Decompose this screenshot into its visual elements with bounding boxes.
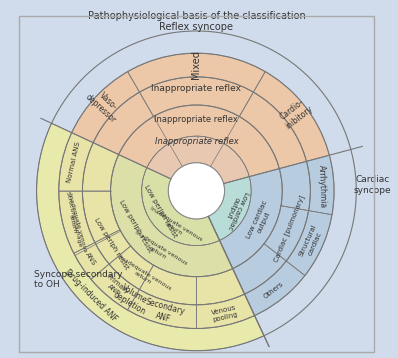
Wedge shape	[119, 105, 279, 176]
Wedge shape	[279, 161, 310, 211]
Text: Secondary
ANF: Secondary ANF	[142, 298, 186, 327]
Wedge shape	[59, 191, 96, 256]
Wedge shape	[59, 133, 93, 191]
Wedge shape	[306, 155, 334, 215]
Wedge shape	[95, 230, 131, 264]
Text: Primary
ANF: Primary ANF	[101, 274, 130, 301]
Text: Low periph resist: Low periph resist	[94, 217, 130, 271]
Wedge shape	[91, 264, 139, 310]
Wedge shape	[109, 246, 154, 290]
Text: Cardiac [pulmonary]: Cardiac [pulmonary]	[273, 194, 306, 263]
Wedge shape	[75, 245, 197, 329]
Text: Vaso-
depressor: Vaso- depressor	[84, 85, 125, 125]
Wedge shape	[93, 92, 154, 155]
Wedge shape	[239, 92, 306, 169]
Wedge shape	[147, 136, 249, 184]
Wedge shape	[139, 265, 197, 305]
Text: Cardiac
syncope: Cardiac syncope	[353, 175, 391, 195]
Wedge shape	[82, 191, 121, 245]
Text: Inappropriate reflex: Inappropriate reflex	[154, 115, 238, 124]
Wedge shape	[197, 268, 245, 305]
Text: Pathophysiological basis of the classification: Pathophysiological basis of the classifi…	[88, 11, 305, 21]
Text: Low periph resist: Low periph resist	[143, 184, 178, 239]
Text: Inadequate venous
return: Inadequate venous return	[131, 230, 188, 271]
Text: Venous
pooling: Venous pooling	[211, 304, 239, 323]
Text: Arrhythmia: Arrhythmia	[317, 165, 328, 208]
Wedge shape	[286, 211, 332, 276]
Wedge shape	[142, 168, 220, 246]
Text: Low cardiac
output: Low cardiac output	[221, 188, 250, 231]
Text: Mixed: Mixed	[191, 50, 201, 79]
Text: ANS: ANS	[84, 252, 98, 267]
Text: Inadequate venous
return: Inadequate venous return	[115, 255, 172, 296]
Circle shape	[168, 163, 224, 219]
Wedge shape	[197, 294, 255, 329]
Wedge shape	[254, 72, 330, 161]
Text: Normal ANS: Normal ANS	[66, 141, 82, 184]
Wedge shape	[208, 176, 251, 241]
Wedge shape	[59, 191, 95, 253]
Wedge shape	[233, 244, 286, 294]
Text: Inappropriate reflex: Inappropriate reflex	[151, 84, 242, 93]
Wedge shape	[220, 169, 282, 268]
Wedge shape	[245, 261, 305, 316]
Wedge shape	[82, 191, 120, 243]
Wedge shape	[128, 53, 265, 92]
Wedge shape	[37, 123, 264, 351]
Wedge shape	[111, 155, 233, 277]
Text: Structural
cardiac: Structural cardiac	[298, 223, 324, 261]
Text: Low periph resist: Low periph resist	[118, 199, 153, 253]
Text: Others: Others	[263, 280, 285, 300]
Text: Drug-induced ANF: Drug-induced ANF	[63, 268, 119, 324]
Text: Inadequate venous
return: Inadequate venous return	[146, 205, 203, 247]
Wedge shape	[96, 231, 197, 305]
Wedge shape	[139, 77, 254, 116]
Text: Low cardiac
output: Low cardiac output	[246, 199, 275, 242]
Text: Reflex syncope: Reflex syncope	[160, 23, 233, 33]
Text: Syncope secondary
to OH: Syncope secondary to OH	[33, 270, 122, 289]
Text: Volume
depletion: Volume depletion	[111, 281, 152, 316]
Text: Strucural damage: Strucural damage	[65, 191, 83, 247]
Wedge shape	[82, 143, 119, 191]
Text: Cardio-
inibitory: Cardio- inibitory	[277, 96, 314, 131]
Text: Inappropriate reflex: Inappropriate reflex	[154, 137, 238, 146]
Wedge shape	[111, 191, 233, 277]
Wedge shape	[72, 72, 139, 143]
Wedge shape	[74, 243, 109, 279]
Wedge shape	[264, 206, 309, 261]
Wedge shape	[142, 191, 220, 246]
Text: Inadequate venous
return: Inadequate venous return	[62, 193, 88, 254]
Wedge shape	[128, 290, 197, 329]
